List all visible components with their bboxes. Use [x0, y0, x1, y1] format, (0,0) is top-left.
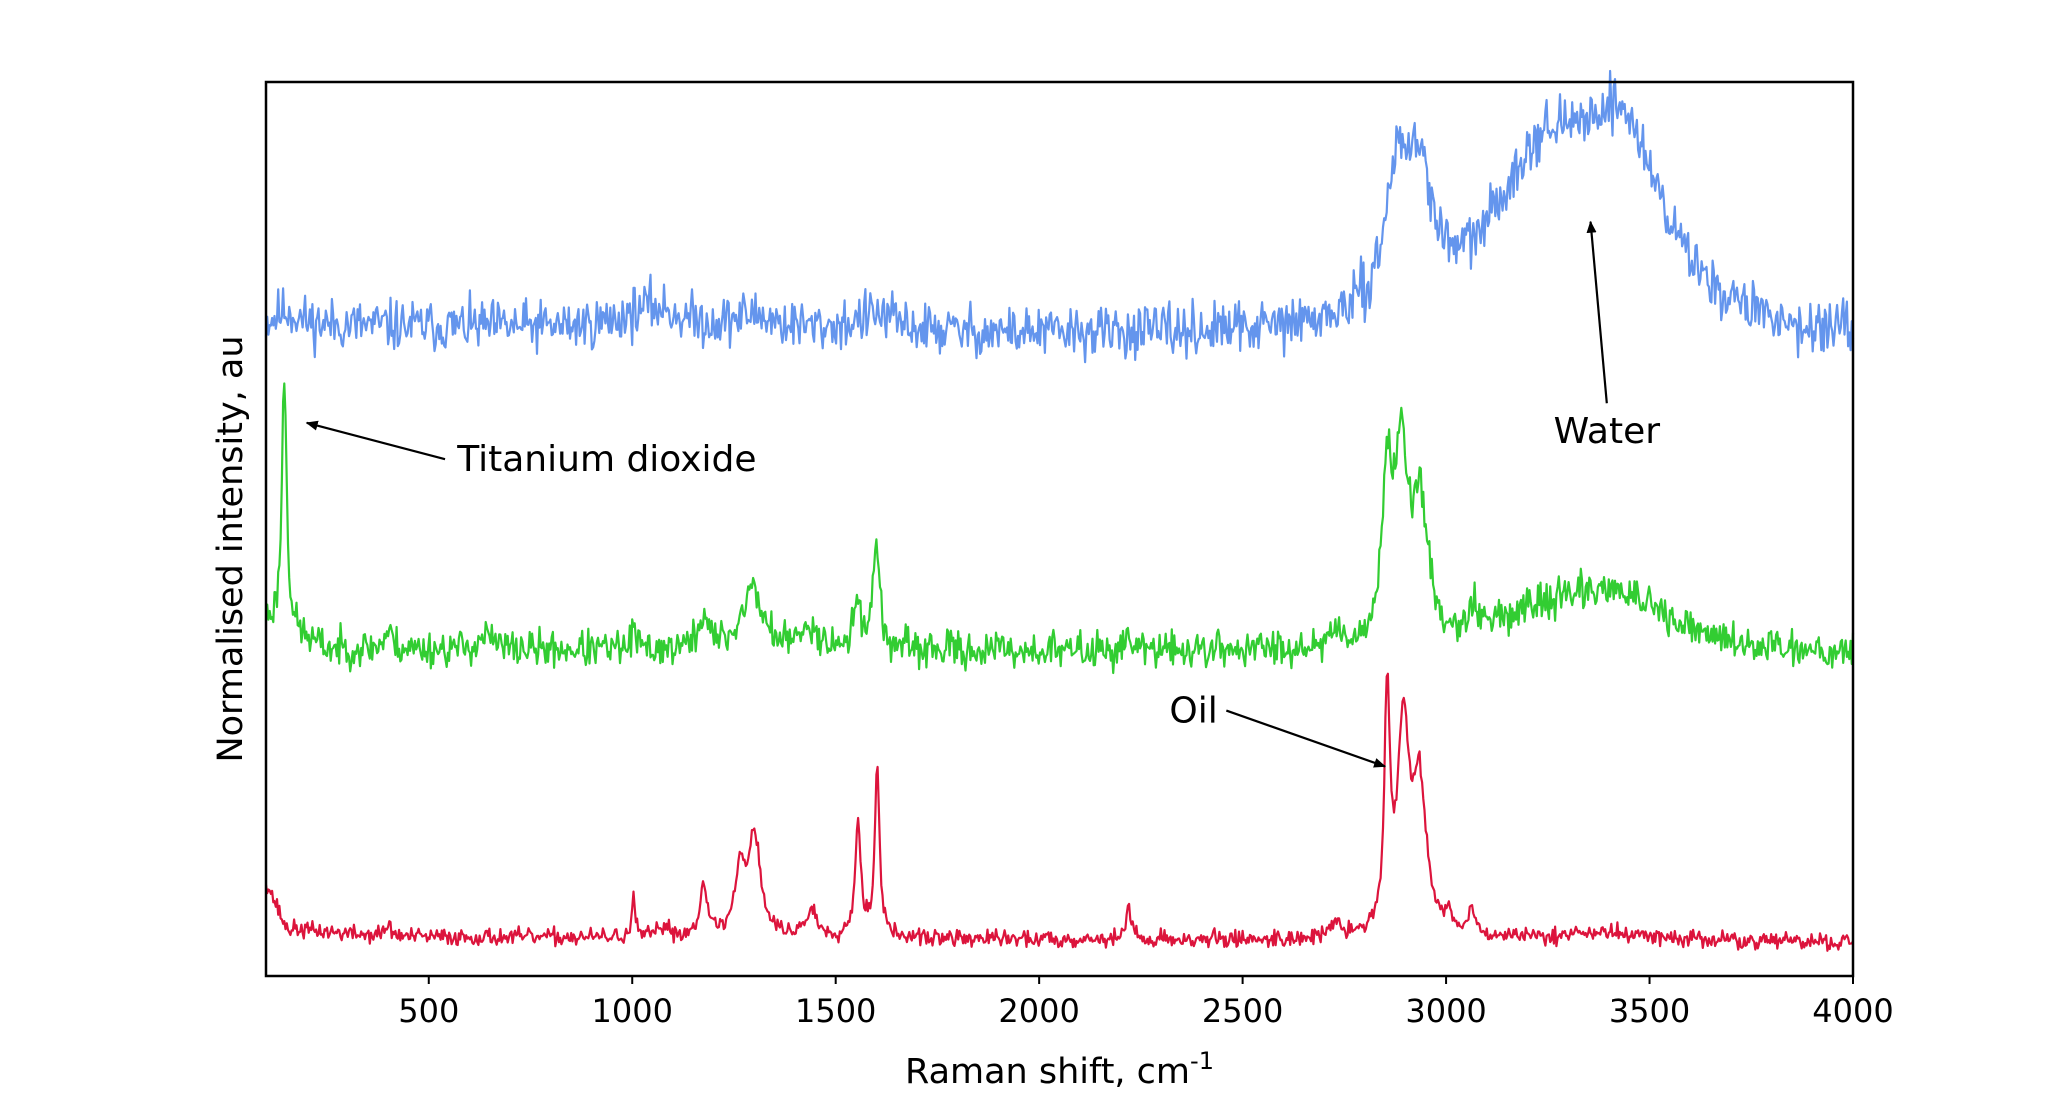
x-tick-label: 500 [398, 992, 459, 1030]
x-tick-label: 3000 [1405, 992, 1486, 1030]
annotation-arrow-water [1586, 220, 1608, 404]
annotation-arrow-oil [1225, 709, 1386, 768]
x-axis-title-text: Raman shift, cm [905, 1052, 1190, 1092]
plot-frame [264, 80, 1855, 978]
annotation-label-water: Water [1554, 411, 1661, 452]
x-tick-label: 1500 [795, 992, 876, 1030]
x-tick-label: 4000 [1812, 992, 1893, 1030]
x-tick-label: 2500 [1202, 992, 1283, 1030]
x-axis-title-superscript: -1 [1190, 1047, 1214, 1075]
series-line-oil [264, 672, 1854, 952]
x-tick-label: 1000 [592, 992, 673, 1030]
y-axis-title: Normalised intensity, au [211, 335, 251, 762]
series-line-water [264, 69, 1855, 364]
annotations: Water Titanium dioxide Oil [305, 220, 1661, 768]
series-line-titanium-dioxide [264, 382, 1855, 675]
x-axis-ticks: 500 1000 1500 2000 2500 3000 3500 4000 [398, 976, 1894, 1030]
annotation-label-oil: Oil [1169, 691, 1217, 732]
series-layer [264, 69, 1855, 952]
annotation-arrow-titanium-dioxide [305, 420, 446, 461]
x-tick-label: 3500 [1609, 992, 1690, 1030]
x-tick-label: 2000 [998, 992, 1079, 1030]
annotation-label-titanium-dioxide: Titanium dioxide [456, 439, 756, 480]
x-axis-title: Raman shift, cm-1 [905, 1047, 1214, 1092]
